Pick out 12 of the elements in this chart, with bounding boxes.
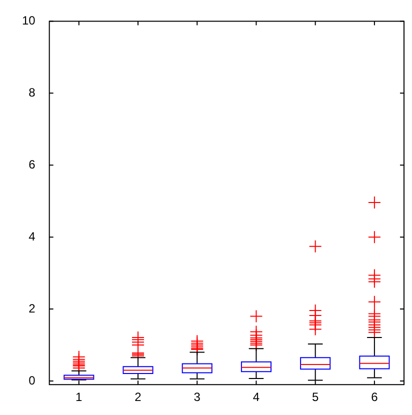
y-tick-label: 4 (28, 229, 36, 244)
x-tick-label: 6 (371, 390, 378, 404)
y-tick-label: 0 (28, 373, 36, 388)
y-tick-label: 6 (28, 157, 36, 172)
y-tick-label: 10 (22, 14, 36, 28)
y-tick-label: 2 (28, 301, 36, 316)
y-tick-label: 8 (28, 85, 36, 100)
x-tick-label: 3 (194, 390, 201, 404)
x-tick-label: 4 (252, 390, 260, 404)
x-tick-label: 5 (312, 390, 319, 404)
x-tick-label: 1 (76, 390, 83, 404)
x-tick-label: 2 (134, 390, 142, 404)
